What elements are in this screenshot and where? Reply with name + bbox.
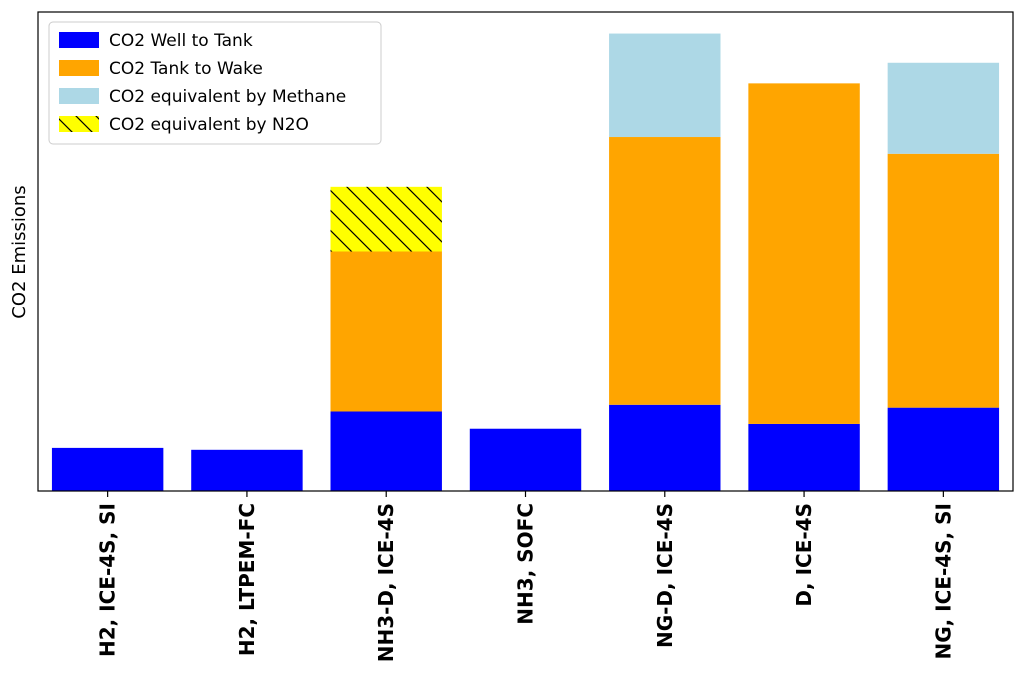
legend: CO2 Well to Tank CO2 Tank to Wake CO2 equi… [48,21,382,145]
bar-segment [51,447,164,491]
x-tick-label: NG, ICE-4S, SI [931,503,955,660]
legend-label: CO2 Tank to Wake [109,59,263,79]
legend-label: CO2 equivalent by Methane [109,87,346,107]
legend-swatch [59,116,99,132]
bar-segment [191,449,303,491]
x-tick-label: NG-D, ICE-4S [653,503,677,648]
x-tick-label: NH3-D, ICE-4S [374,503,398,662]
bar-segment [609,33,721,138]
bar-segment [330,251,442,412]
legend-swatch [59,88,99,104]
bar-segment [609,137,721,405]
legend-label: CO2 Well to Tank [109,31,253,51]
x-tick-label: H2, LTPEM-FC [235,503,259,656]
bar-segment [887,62,1000,154]
x-tick-label: D, ICE-4S [792,503,816,607]
bar-segment [330,186,442,252]
bar-segment [748,423,860,491]
bar-segment [330,411,442,491]
bars-layer [51,33,1000,491]
bar-segment [469,428,582,491]
bar-segment [887,153,1000,408]
x-tick-label: H2, ICE-4S, SI [96,503,120,657]
bar-segment [748,83,860,424]
bar-segment [609,404,721,491]
x-tick-label: NH3, SOFC [514,503,538,625]
legend-label: CO2 equivalent by N2O [109,115,309,135]
bar-segment [887,407,1000,491]
y-axis-label: CO2 Emissions [9,185,30,318]
legend-swatch [59,60,99,76]
legend-box [48,21,382,145]
x-axis-ticks: H2, ICE-4S, SI H2, LTPEM-FC NH3-D, ICE-4S N… [96,491,955,662]
legend-swatch [59,32,99,48]
